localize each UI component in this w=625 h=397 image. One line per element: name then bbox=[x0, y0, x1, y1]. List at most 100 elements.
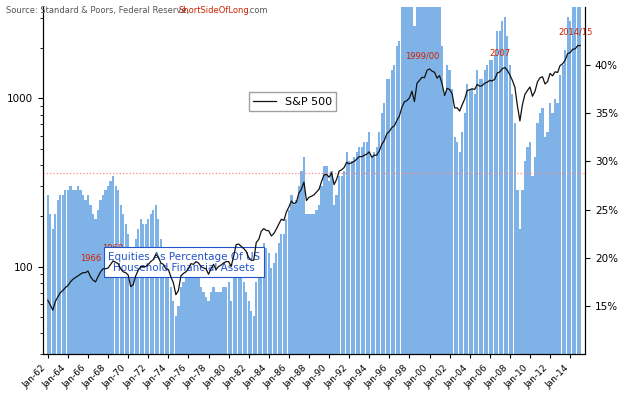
Bar bbox=[388, 79, 391, 355]
Bar bbox=[158, 219, 159, 355]
Bar bbox=[559, 75, 561, 355]
Bar bbox=[441, 46, 443, 355]
Bar bbox=[413, 26, 416, 355]
Bar bbox=[546, 133, 549, 355]
Bar bbox=[411, 0, 413, 355]
Legend: S&P 500: S&P 500 bbox=[249, 93, 336, 111]
Bar bbox=[102, 195, 104, 355]
Bar bbox=[449, 70, 451, 355]
Bar bbox=[134, 239, 137, 355]
Bar bbox=[486, 65, 488, 355]
Bar bbox=[77, 185, 79, 355]
Bar bbox=[418, 0, 421, 355]
Bar bbox=[185, 277, 187, 355]
Bar bbox=[215, 292, 217, 355]
Bar bbox=[529, 142, 531, 355]
Bar bbox=[87, 195, 89, 355]
Bar bbox=[89, 205, 92, 355]
Bar bbox=[275, 253, 278, 355]
Bar bbox=[129, 258, 132, 355]
Bar bbox=[554, 98, 556, 355]
Bar bbox=[180, 287, 182, 355]
Bar bbox=[446, 65, 448, 355]
Bar bbox=[64, 190, 66, 355]
Bar bbox=[278, 243, 280, 355]
Bar bbox=[220, 292, 222, 355]
Bar bbox=[496, 31, 498, 355]
Bar bbox=[282, 234, 285, 355]
Bar bbox=[265, 248, 268, 355]
Bar bbox=[57, 200, 59, 355]
Bar bbox=[361, 147, 363, 355]
Bar bbox=[331, 171, 332, 355]
Bar bbox=[333, 205, 335, 355]
Bar bbox=[162, 248, 164, 355]
Bar bbox=[67, 190, 69, 355]
Bar bbox=[328, 181, 330, 355]
Bar bbox=[308, 214, 310, 355]
Bar bbox=[524, 161, 526, 355]
Bar bbox=[479, 79, 481, 355]
Bar bbox=[222, 287, 225, 355]
Bar bbox=[383, 104, 386, 355]
Bar bbox=[240, 272, 242, 355]
Bar bbox=[208, 301, 209, 355]
Bar bbox=[260, 253, 262, 355]
Bar bbox=[298, 185, 300, 355]
Bar bbox=[318, 205, 320, 355]
Bar bbox=[403, 0, 406, 355]
Bar bbox=[326, 166, 328, 355]
Bar bbox=[504, 17, 506, 355]
Bar bbox=[351, 161, 352, 355]
Bar bbox=[501, 21, 504, 355]
Bar bbox=[306, 214, 308, 355]
Bar bbox=[571, 2, 574, 355]
Bar bbox=[253, 316, 255, 355]
Bar bbox=[213, 287, 214, 355]
Bar bbox=[386, 79, 388, 355]
Bar bbox=[336, 195, 338, 355]
Bar bbox=[170, 287, 172, 355]
Text: 1966: 1966 bbox=[81, 254, 102, 263]
Text: 1968: 1968 bbox=[102, 244, 124, 252]
Bar bbox=[79, 190, 82, 355]
Bar bbox=[248, 301, 250, 355]
Bar bbox=[316, 210, 318, 355]
Bar bbox=[474, 94, 476, 355]
Bar bbox=[296, 200, 298, 355]
Bar bbox=[489, 60, 491, 355]
Bar bbox=[464, 113, 466, 355]
Bar bbox=[202, 292, 204, 355]
Bar bbox=[539, 113, 541, 355]
Bar bbox=[574, 2, 576, 355]
Bar bbox=[358, 147, 360, 355]
Bar bbox=[368, 133, 371, 355]
Text: 1999/00: 1999/00 bbox=[405, 52, 439, 60]
Bar bbox=[466, 84, 468, 355]
Bar bbox=[484, 70, 486, 355]
Bar bbox=[401, 7, 403, 355]
Bar bbox=[52, 229, 54, 355]
Bar bbox=[245, 292, 248, 355]
Bar bbox=[461, 133, 463, 355]
Bar bbox=[341, 176, 342, 355]
Bar bbox=[541, 108, 544, 355]
Bar bbox=[416, 0, 418, 355]
Bar bbox=[137, 229, 139, 355]
Bar bbox=[69, 185, 71, 355]
Bar bbox=[371, 156, 373, 355]
Bar bbox=[348, 161, 350, 355]
Bar bbox=[577, 0, 579, 355]
Bar bbox=[173, 301, 174, 355]
Bar bbox=[406, 0, 408, 355]
Bar bbox=[321, 185, 322, 355]
Bar bbox=[569, 21, 571, 355]
Bar bbox=[290, 195, 292, 355]
Bar bbox=[494, 55, 496, 355]
Bar bbox=[112, 176, 114, 355]
Bar bbox=[122, 214, 124, 355]
Bar bbox=[177, 306, 179, 355]
Bar bbox=[469, 89, 471, 355]
Bar bbox=[519, 229, 521, 355]
Bar bbox=[534, 156, 536, 355]
